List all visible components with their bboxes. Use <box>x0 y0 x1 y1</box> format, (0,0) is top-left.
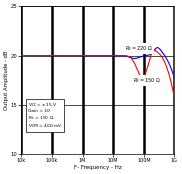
Text: $R_F = 220\ \Omega$: $R_F = 220\ \Omega$ <box>125 44 153 53</box>
Y-axis label: Output Amplitude - dB: Output Amplitude - dB <box>4 50 9 110</box>
X-axis label: F- Frequency - Hz: F- Frequency - Hz <box>74 165 122 170</box>
Text: $R_F = 150\ \Omega$: $R_F = 150\ \Omega$ <box>133 76 161 85</box>
Text: V$_{CC}$ = ±15 V
Gain = 10
R$_L$ = 150 Ω
V$_{OPR}$ = 400 mV: V$_{CC}$ = ±15 V Gain = 10 R$_L$ = 150 Ω… <box>28 101 62 130</box>
